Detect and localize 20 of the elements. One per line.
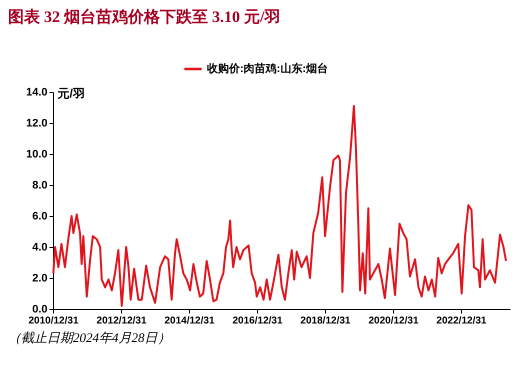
y-tick-label: 2.0 bbox=[32, 272, 48, 284]
y-tick-label: 12.0 bbox=[26, 118, 48, 130]
x-tick-label: 2014/12/31 bbox=[164, 316, 215, 326]
text: （截止日期2024年4月28日） bbox=[8, 330, 170, 345]
y-tick-label: 14.0 bbox=[26, 86, 48, 98]
y-tick-label: 8.0 bbox=[32, 180, 48, 192]
y-tick-label: 0.0 bbox=[32, 304, 48, 316]
x-tick-label: 2022/12/31 bbox=[436, 316, 487, 326]
y-tick-label: 6.0 bbox=[32, 210, 48, 222]
y-tick-label: 4.0 bbox=[32, 242, 48, 254]
x-tick-label: 2010/12/31 bbox=[28, 316, 79, 326]
y-axis-title: 元/羽 bbox=[56, 86, 85, 100]
x-tick-label: 2020/12/31 bbox=[368, 316, 419, 326]
x-tick-label: 2012/12/31 bbox=[96, 316, 147, 326]
x-tick-label: 2018/12/31 bbox=[300, 316, 351, 326]
legend-label: 收购价:肉苗鸡:山东:烟台 bbox=[207, 62, 328, 75]
y-tick-label: 10.0 bbox=[26, 148, 48, 160]
x-tick-label: 2016/12/31 bbox=[232, 316, 283, 326]
line-series bbox=[52, 104, 507, 307]
chart-title: 图表 32 烟台苗鸡价格下跌至 3.10 元/羽 bbox=[8, 8, 280, 26]
